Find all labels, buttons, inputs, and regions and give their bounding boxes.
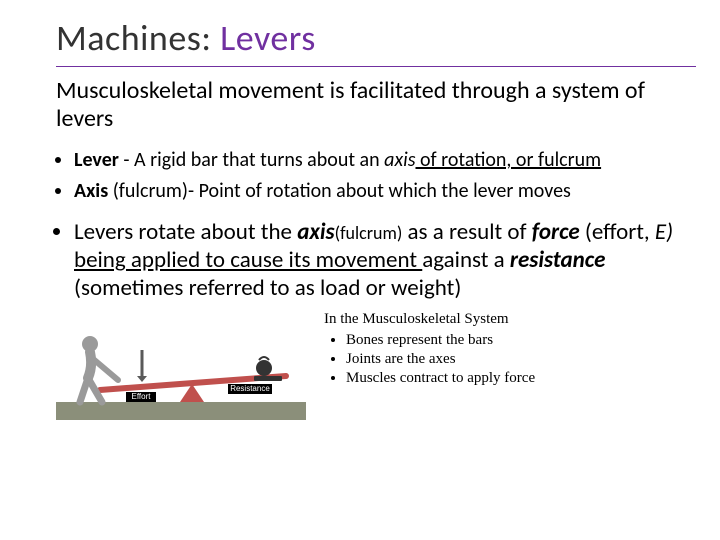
statement: Levers rotate about the axis(fulcrum) as… [74, 218, 676, 302]
term-lever: Lever [74, 148, 119, 172]
def-axis-paren: (fulcrum) [108, 179, 188, 203]
term-axis: Axis [74, 179, 108, 203]
st-axis: axis [297, 218, 334, 246]
lever-illustration: Effort Resistance [56, 310, 306, 425]
def-lever-tail: of rotation, or fulcrum [415, 148, 601, 172]
st-resist: resistance [510, 246, 605, 274]
svg-text:Resistance: Resistance [230, 384, 270, 393]
lever-svg: Effort Resistance [56, 310, 306, 420]
notes-item: Bones represent the bars [346, 331, 696, 350]
definitions-list: Lever - A rigid bar that turns about an … [56, 148, 696, 204]
st-mid2: being applied to cause its movement [74, 246, 422, 274]
st-axis-paren: (fulcrum) [335, 222, 403, 244]
slide-title: Machines: Levers [56, 16, 690, 60]
st-force-e: E) [655, 218, 673, 246]
title-part2: Levers [220, 16, 316, 60]
svg-text:Effort: Effort [132, 392, 152, 401]
def-axis-body: - Point of rotation about which the leve… [188, 179, 571, 203]
st-mid3: against a [422, 246, 510, 274]
st-force: force [532, 218, 580, 246]
title-rule [56, 66, 696, 67]
notes-list: Bones represent the bars Joints are the … [324, 331, 696, 387]
st-mid1: as a result of [402, 218, 531, 246]
definition-axis: Axis (fulcrum)- Point of rotation about … [74, 179, 696, 204]
st-tail: (sometimes referred to as load or weight… [74, 274, 461, 302]
def-lever-em: axis [384, 148, 415, 172]
notes-heading: In the Musculoskeletal System [324, 310, 696, 329]
statement-list: Levers rotate about the axis(fulcrum) as… [56, 218, 676, 302]
title-part1: Machines: [56, 16, 220, 60]
definition-lever: Lever - A rigid bar that turns about an … [74, 148, 696, 173]
notes-item: Muscles contract to apply force [346, 369, 696, 388]
slide: Machines: Levers Musculoskeletal movemen… [0, 0, 720, 540]
def-lever-body: - A rigid bar that turns about an [119, 148, 384, 172]
st-pre: Levers rotate about the [74, 218, 297, 246]
st-force-paren: (effort, [580, 218, 655, 246]
musculoskeletal-notes: In the Musculoskeletal System Bones repr… [324, 310, 696, 387]
intro-text: Musculoskeletal movement is facilitated … [56, 77, 696, 132]
notes-item: Joints are the axes [346, 350, 696, 369]
bottom-row: Effort Resistance In the Musculoskeletal … [56, 310, 696, 425]
